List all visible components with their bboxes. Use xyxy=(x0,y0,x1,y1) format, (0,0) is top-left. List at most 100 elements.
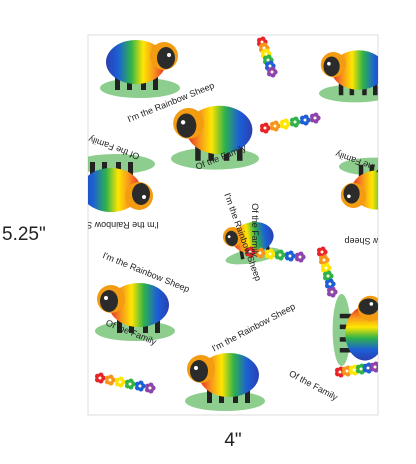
leg xyxy=(373,80,378,96)
sheep xyxy=(339,157,398,210)
leg xyxy=(155,317,160,333)
head xyxy=(157,47,175,69)
flower-center xyxy=(352,368,356,372)
grass xyxy=(339,157,378,176)
petal xyxy=(118,376,124,382)
petal xyxy=(270,66,276,72)
flower xyxy=(134,380,146,392)
flower-center xyxy=(148,386,152,390)
flower-center xyxy=(268,64,272,68)
flower-center xyxy=(263,126,267,130)
leg xyxy=(245,387,250,403)
flower xyxy=(259,122,271,134)
petal xyxy=(268,248,274,254)
leg xyxy=(90,162,95,178)
petal xyxy=(258,247,264,253)
flower-center xyxy=(293,120,297,124)
flower-center xyxy=(108,378,112,382)
eye xyxy=(347,194,351,199)
sheep xyxy=(319,50,378,103)
petal xyxy=(303,114,309,120)
eye xyxy=(104,296,108,300)
head xyxy=(132,183,150,205)
flower-center xyxy=(278,253,282,257)
flower xyxy=(104,374,116,386)
petal xyxy=(138,380,144,386)
eye xyxy=(327,61,331,66)
head xyxy=(358,298,378,315)
petal xyxy=(326,270,332,276)
leg xyxy=(115,74,120,90)
flower-center xyxy=(345,369,349,373)
head xyxy=(176,113,197,138)
petal xyxy=(324,262,330,268)
flower xyxy=(369,361,378,373)
petal xyxy=(266,54,272,60)
leg xyxy=(207,387,212,403)
flower xyxy=(264,248,276,260)
eye xyxy=(369,302,374,306)
flower-center xyxy=(328,282,332,286)
petal xyxy=(263,122,269,128)
leg xyxy=(338,80,344,96)
petal xyxy=(293,116,299,122)
petal xyxy=(268,60,274,66)
flower-center xyxy=(273,124,277,128)
flower-center xyxy=(270,70,274,74)
eye xyxy=(180,120,186,125)
flower xyxy=(254,247,266,259)
petal xyxy=(345,365,351,371)
head xyxy=(323,56,340,77)
flower xyxy=(348,364,360,376)
petal xyxy=(98,372,104,378)
flower-center xyxy=(373,365,377,369)
head xyxy=(343,183,360,204)
sheep xyxy=(171,105,259,170)
leg xyxy=(195,143,201,161)
petal xyxy=(298,251,304,257)
petal xyxy=(313,112,319,118)
sheep xyxy=(185,353,265,411)
sheep xyxy=(100,40,180,98)
flower-center xyxy=(303,118,307,122)
flower-center xyxy=(258,251,262,255)
height-label: 5.25" xyxy=(2,224,46,245)
flower-center xyxy=(262,46,266,50)
flower xyxy=(124,378,136,390)
flower xyxy=(294,251,306,263)
head xyxy=(100,290,118,312)
flower-center xyxy=(118,380,122,384)
flower-center xyxy=(322,258,326,262)
leg xyxy=(393,165,398,179)
petal xyxy=(373,361,378,367)
petal xyxy=(264,48,270,54)
flower-center xyxy=(359,367,363,371)
petal xyxy=(366,362,372,368)
head xyxy=(190,360,208,382)
flower-center xyxy=(366,366,370,370)
flower-center xyxy=(338,370,342,374)
print-text: w Sheep xyxy=(344,236,380,246)
leg xyxy=(237,143,243,161)
flower xyxy=(114,376,126,388)
flower-center xyxy=(266,58,270,62)
flower-center xyxy=(283,122,287,126)
flower-center xyxy=(326,274,330,278)
flower-center xyxy=(248,250,252,254)
petal xyxy=(148,382,154,388)
flower xyxy=(244,246,256,258)
leg xyxy=(128,162,133,178)
flower-center xyxy=(260,40,264,44)
eye xyxy=(142,195,146,199)
head xyxy=(225,230,238,247)
petal xyxy=(338,366,344,372)
print-text: Of the Family xyxy=(250,203,260,257)
petal xyxy=(278,249,284,255)
flower xyxy=(144,382,156,394)
eye xyxy=(194,366,198,370)
fleece xyxy=(231,221,274,254)
eye xyxy=(167,53,171,57)
leg xyxy=(117,317,122,333)
flower-center xyxy=(288,254,292,258)
